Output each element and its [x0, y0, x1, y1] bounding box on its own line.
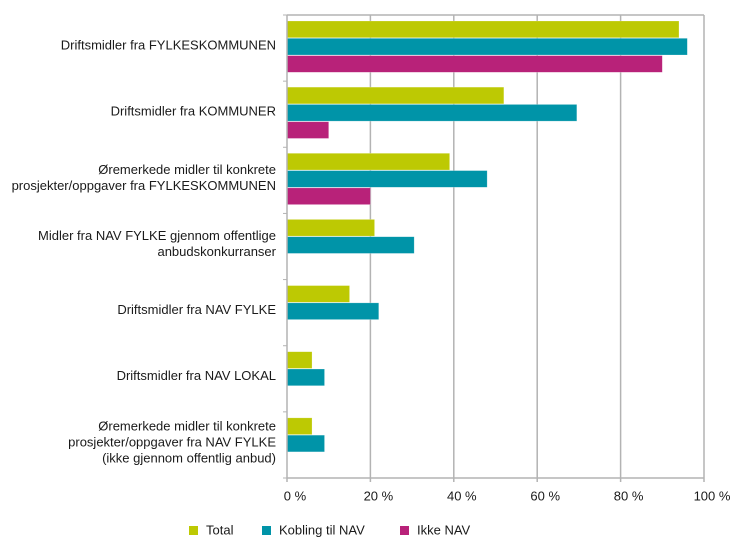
category-label: Driftsmidler fra KOMMUNER [111, 104, 276, 119]
legend-label: Total [206, 522, 234, 537]
bar-total [286, 417, 313, 435]
x-tick-label: 100 % [694, 488, 730, 503]
bar-total [286, 351, 313, 369]
legend: Total Kobling til NAV Ikke NAV [189, 522, 471, 537]
legend-label: Kobling til NAV [279, 522, 365, 537]
bar-kobling-til-nav [286, 170, 488, 188]
legend-item: Ikke NAV [400, 522, 471, 537]
category-label: Øremerkede midler til konkrete [98, 418, 276, 433]
bar-ikke-nav [286, 55, 663, 73]
category-label: anbudskonkurranser [157, 244, 276, 259]
category-label: Driftsmidler fra NAV LOKAL [117, 368, 276, 383]
bar-total [286, 219, 375, 237]
category-label: Midler fra NAV FYLKE gjennom offentlige [38, 228, 276, 243]
bar-kobling-til-nav [286, 104, 578, 122]
bar-kobling-til-nav [286, 368, 325, 387]
category-label: (ikke gjennom offentlig anbud) [102, 450, 276, 465]
legend-item: Kobling til NAV [262, 522, 365, 537]
legend-item: Total [189, 522, 234, 537]
x-tick-label: 20 % [364, 488, 394, 503]
category-label: Øremerkede midler til konkrete [98, 162, 276, 177]
legend-swatch [262, 526, 271, 535]
bars [286, 20, 688, 453]
category-label: prosjekter/oppgaver fra FYLKESKOMMUNEN [12, 178, 276, 193]
bar-kobling-til-nav [286, 434, 325, 453]
x-tick-label: 60 % [530, 488, 560, 503]
x-tick-label: 40 % [447, 488, 477, 503]
axis-frame [283, 14, 705, 482]
bar-kobling-til-nav [286, 236, 415, 254]
legend-label: Ikke NAV [417, 522, 471, 537]
bar-ikke-nav [286, 121, 330, 139]
legend-swatch [189, 526, 198, 535]
bar-total [286, 86, 505, 105]
x-tick-label: 80 % [614, 488, 644, 503]
bar-kobling-til-nav [286, 37, 688, 56]
category-label: Driftsmidler fra NAV FYLKE [117, 302, 276, 317]
bar-kobling-til-nav [286, 302, 380, 320]
x-tick-labels: 0 % 20 % 40 % 60 % 80 % 100 % [284, 488, 730, 503]
bar-ikke-nav [286, 187, 371, 205]
bar-total [286, 285, 350, 303]
legend-swatch [400, 526, 409, 535]
category-labels: Driftsmidler fra FYLKESKOMMUNEN Driftsmid… [12, 38, 277, 466]
category-label: Driftsmidler fra FYLKESKOMMUNEN [61, 38, 276, 53]
category-label: prosjekter/oppgaver fra NAV FYLKE [68, 434, 276, 449]
bar-total [286, 20, 680, 39]
gridlines [369, 15, 705, 478]
x-tick-label: 0 % [284, 488, 307, 503]
bar-total [286, 152, 450, 171]
